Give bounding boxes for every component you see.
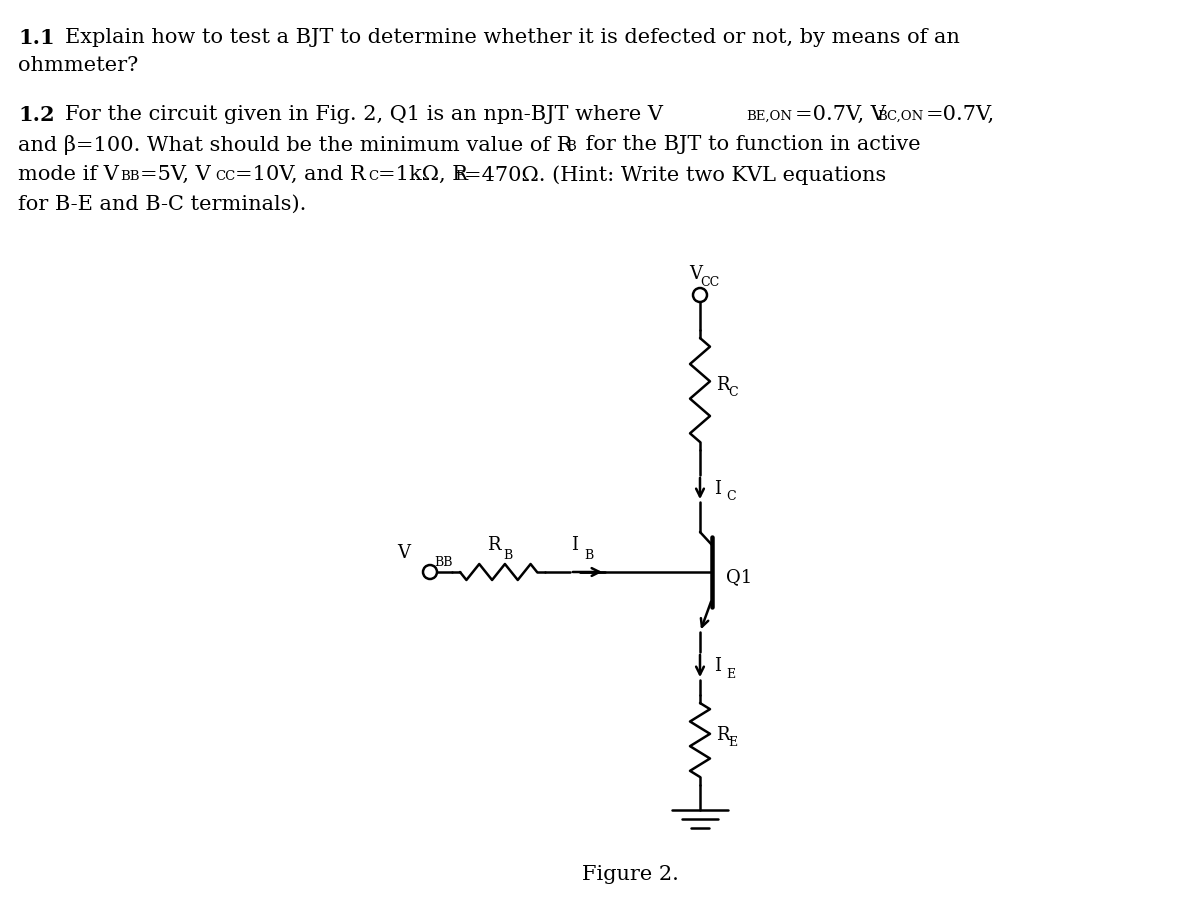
Text: BC,ON: BC,ON	[877, 110, 923, 123]
Text: mode if V: mode if V	[18, 165, 119, 184]
Text: C: C	[726, 490, 736, 504]
Text: C: C	[368, 170, 378, 183]
Text: and β=100. What should be the minimum value of R: and β=100. What should be the minimum va…	[18, 135, 572, 155]
Text: R: R	[487, 536, 500, 554]
Text: B: B	[584, 549, 594, 562]
Text: Figure 2.: Figure 2.	[582, 865, 678, 884]
Text: =5V, V: =5V, V	[140, 165, 211, 184]
Text: BB: BB	[434, 556, 452, 569]
Text: for the BJT to function in active: for the BJT to function in active	[580, 135, 920, 154]
Text: BB: BB	[120, 170, 139, 183]
Text: B: B	[566, 140, 576, 153]
Text: V: V	[397, 544, 410, 562]
Text: =470Ω. (Hint: Write two KVL equations: =470Ω. (Hint: Write two KVL equations	[464, 165, 887, 185]
Text: I: I	[571, 536, 578, 554]
Text: E: E	[726, 667, 736, 680]
Text: V: V	[690, 265, 702, 283]
Text: E: E	[728, 737, 737, 749]
Text: =0.7V,: =0.7V,	[926, 105, 995, 124]
Text: R: R	[716, 726, 730, 744]
Text: CC: CC	[215, 170, 235, 183]
Text: BE,ON: BE,ON	[746, 110, 792, 123]
Text: for B-E and B-C terminals).: for B-E and B-C terminals).	[18, 195, 306, 214]
Text: C: C	[728, 387, 738, 400]
Text: 1.1: 1.1	[18, 28, 55, 48]
Text: B: B	[503, 549, 512, 562]
Text: Explain how to test a BJT to determine whether it is defected or not, by means o: Explain how to test a BJT to determine w…	[65, 28, 960, 47]
Text: I: I	[714, 657, 721, 675]
Text: =10V, and R: =10V, and R	[235, 165, 366, 184]
Text: R: R	[716, 376, 730, 394]
Text: =1kΩ, R: =1kΩ, R	[378, 165, 468, 184]
Text: CC: CC	[701, 276, 720, 289]
Text: Q1: Q1	[726, 568, 752, 586]
Text: I: I	[714, 480, 721, 498]
Text: =0.7V, V: =0.7V, V	[796, 105, 886, 124]
Text: ohmmeter?: ohmmeter?	[18, 56, 138, 75]
Text: 1.2: 1.2	[18, 105, 55, 125]
Text: For the circuit given in Fig. 2, Q1 is an npn-BJT where V: For the circuit given in Fig. 2, Q1 is a…	[65, 105, 662, 124]
Text: E: E	[455, 170, 464, 183]
